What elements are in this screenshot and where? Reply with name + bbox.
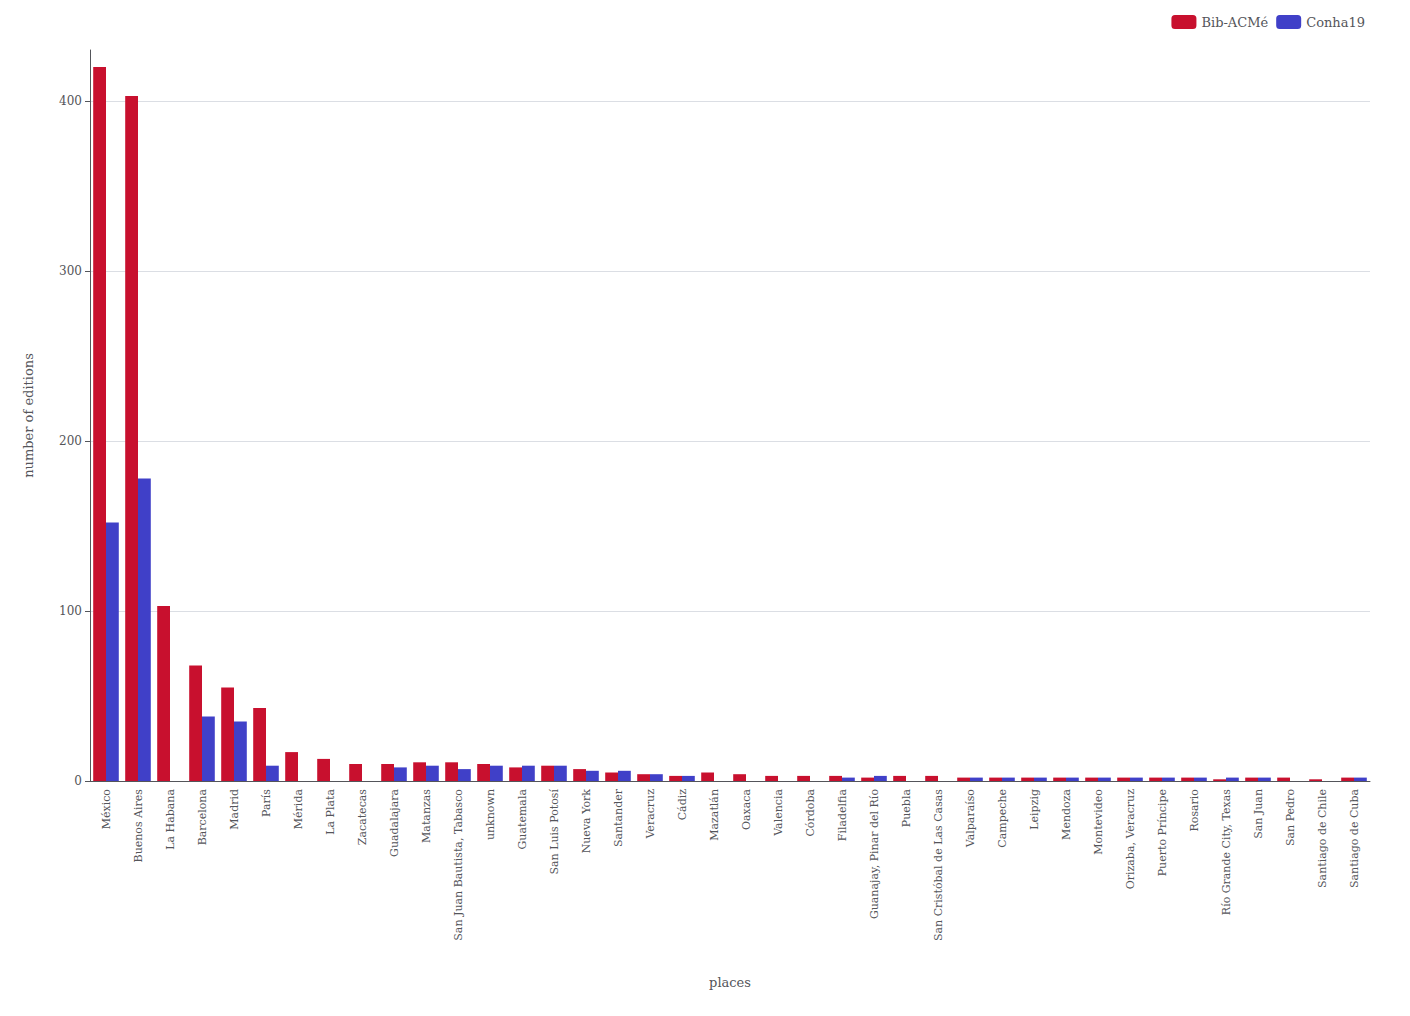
svg-text:Montevideo: Montevideo: [1092, 789, 1105, 855]
svg-text:Leipzig: Leipzig: [1028, 789, 1041, 830]
svg-text:Zacatecas: Zacatecas: [356, 789, 369, 846]
svg-text:Filadelfia: Filadelfia: [836, 789, 849, 842]
svg-text:Oaxaca: Oaxaca: [740, 789, 753, 830]
svg-text:México: México: [100, 789, 113, 830]
svg-text:Valparaíso: Valparaíso: [964, 789, 977, 849]
svg-text:Cádiz: Cádiz: [676, 789, 689, 821]
svg-text:100: 100: [59, 604, 82, 618]
svg-text:Buenos Aires: Buenos Aires: [132, 789, 145, 863]
svg-text:Nueva York: Nueva York: [580, 789, 593, 854]
svg-text:Mérida: Mérida: [292, 789, 305, 830]
svg-text:Matanzas: Matanzas: [420, 789, 433, 843]
svg-text:400: 400: [59, 94, 82, 108]
svg-text:Río Grande City, Texas: Río Grande City, Texas: [1220, 789, 1233, 916]
svg-text:Rosario: Rosario: [1188, 789, 1201, 832]
svg-text:Guatemala: Guatemala: [516, 789, 529, 850]
svg-text:Veracruz: Veracruz: [644, 789, 657, 840]
svg-text:Mendoza: Mendoza: [1060, 789, 1073, 840]
svg-text:Córdoba: Córdoba: [804, 789, 817, 837]
svg-text:Campeche: Campeche: [996, 789, 1009, 848]
svg-text:Madrid: Madrid: [228, 789, 241, 830]
svg-text:Santiago de Cuba: Santiago de Cuba: [1348, 789, 1361, 888]
svg-text:Puebla: Puebla: [900, 789, 913, 828]
svg-text:0: 0: [74, 774, 82, 788]
svg-text:Barcelona: Barcelona: [196, 789, 209, 846]
svg-text:number of editions: number of editions: [21, 353, 36, 478]
svg-text:200: 200: [59, 434, 82, 448]
svg-text:Puerto Príncipe: Puerto Príncipe: [1156, 789, 1169, 876]
svg-text:Guadalajara: Guadalajara: [388, 789, 401, 857]
svg-text:300: 300: [59, 264, 82, 278]
svg-text:La Plata: La Plata: [324, 789, 337, 835]
svg-text:San Pedro: San Pedro: [1284, 789, 1297, 846]
svg-text:San Juan: San Juan: [1252, 789, 1265, 839]
svg-text:Guanajay, Pinar del Río: Guanajay, Pinar del Río: [868, 789, 881, 919]
svg-text:unknown: unknown: [484, 789, 497, 840]
svg-text:places: places: [709, 975, 751, 990]
svg-text:San Cristóbal de Las Casas: San Cristóbal de Las Casas: [932, 789, 945, 941]
svg-text:San Luis Potosí: San Luis Potosí: [548, 789, 561, 875]
svg-text:Valencia: Valencia: [772, 789, 785, 837]
svg-text:Santander: Santander: [612, 788, 625, 847]
svg-text:La Habana: La Habana: [164, 789, 177, 850]
svg-text:Santiago de Chile: Santiago de Chile: [1316, 789, 1329, 888]
svg-text:Conha19: Conha19: [1306, 15, 1365, 30]
svg-text:San Juan Bautista, Tabasco: San Juan Bautista, Tabasco: [452, 789, 465, 941]
svg-text:París: París: [260, 789, 273, 817]
svg-text:Mazatlán: Mazatlán: [708, 789, 721, 841]
svg-text:Orizaba, Veracruz: Orizaba, Veracruz: [1124, 789, 1137, 890]
svg-text:Bib-ACMé: Bib-ACMé: [1201, 15, 1268, 30]
